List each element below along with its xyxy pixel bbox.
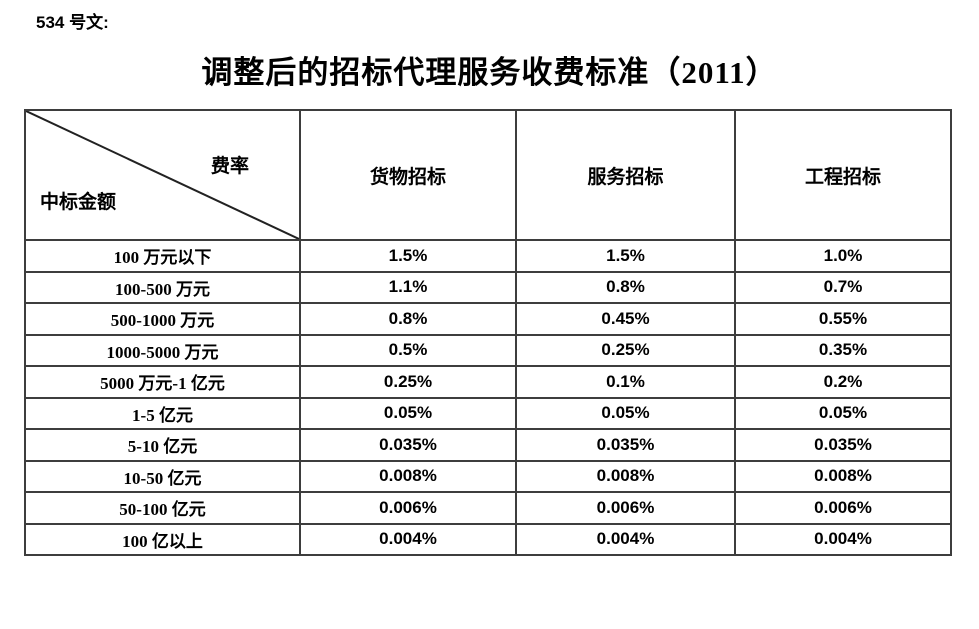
engineering-rate-cell: 1.0% xyxy=(734,239,952,273)
corner-amount-label: 中标金额 xyxy=(40,192,117,213)
goods-rate-cell: 1.1% xyxy=(299,270,517,304)
table-row: 1000-5000 万元 0.5% 0.25% 0.35% xyxy=(24,333,952,367)
amount-cell: 100 万元以下 xyxy=(24,239,301,273)
service-rate-cell: 0.008% xyxy=(515,459,736,493)
goods-rate-cell: 0.006% xyxy=(299,491,517,525)
amount-cell: 1000-5000 万元 xyxy=(24,333,301,367)
service-rate-cell: 0.8% xyxy=(515,270,736,304)
amount-cell: 1-5 亿元 xyxy=(24,396,301,430)
service-rate-cell: 0.035% xyxy=(515,428,736,462)
amount-cell: 10-50 亿元 xyxy=(24,459,301,493)
engineering-rate-cell: 0.035% xyxy=(734,428,952,462)
column-header-engineering: 工程招标 xyxy=(734,109,952,241)
goods-rate-cell: 0.035% xyxy=(299,428,517,462)
service-rate-cell: 0.05% xyxy=(515,396,736,430)
goods-rate-cell: 0.25% xyxy=(299,365,517,399)
service-rate-cell: 0.45% xyxy=(515,302,736,336)
table-row: 10-50 亿元 0.008% 0.008% 0.008% xyxy=(24,459,952,493)
goods-rate-cell: 1.5% xyxy=(299,239,517,273)
page-title: 调整后的招标代理服务收费标准（2011） xyxy=(201,55,778,90)
column-header-service: 服务招标 xyxy=(515,109,736,241)
service-rate-cell: 0.004% xyxy=(515,522,736,556)
engineering-rate-cell: 0.55% xyxy=(734,302,952,336)
amount-cell: 50-100 亿元 xyxy=(24,491,301,525)
table-row: 500-1000 万元 0.8% 0.45% 0.55% xyxy=(24,302,952,336)
goods-rate-cell: 0.05% xyxy=(299,396,517,430)
amount-cell: 5000 万元-1 亿元 xyxy=(24,365,301,399)
engineering-rate-cell: 0.35% xyxy=(734,333,952,367)
table-row: 100 亿以上 0.004% 0.004% 0.004% xyxy=(24,522,952,556)
fee-rate-table: 费率 中标金额 货物招标 服务招标 工程招标 100 万元以下 1.5% 1.5… xyxy=(24,109,952,556)
engineering-rate-cell: 0.008% xyxy=(734,459,952,493)
goods-rate-cell: 0.004% xyxy=(299,522,517,556)
goods-rate-cell: 0.5% xyxy=(299,333,517,367)
amount-cell: 500-1000 万元 xyxy=(24,302,301,336)
service-rate-cell: 1.5% xyxy=(515,239,736,273)
engineering-rate-cell: 0.7% xyxy=(734,270,952,304)
service-rate-cell: 0.25% xyxy=(515,333,736,367)
document-number-label: 534 号文: xyxy=(36,13,109,32)
table-row: 5-10 亿元 0.035% 0.035% 0.035% xyxy=(24,428,952,462)
amount-cell: 100 亿以上 xyxy=(24,522,301,556)
goods-rate-cell: 0.008% xyxy=(299,459,517,493)
service-rate-cell: 0.1% xyxy=(515,365,736,399)
table-row: 5000 万元-1 亿元 0.25% 0.1% 0.2% xyxy=(24,365,952,399)
table-row: 100-500 万元 1.1% 0.8% 0.7% xyxy=(24,270,952,304)
amount-cell: 100-500 万元 xyxy=(24,270,301,304)
corner-rate-label: 费率 xyxy=(210,156,249,177)
column-header-goods: 货物招标 xyxy=(299,109,517,241)
engineering-rate-cell: 0.004% xyxy=(734,522,952,556)
engineering-rate-cell: 0.006% xyxy=(734,491,952,525)
table-row: 50-100 亿元 0.006% 0.006% 0.006% xyxy=(24,491,952,525)
engineering-rate-cell: 0.2% xyxy=(734,365,952,399)
table-row: 1-5 亿元 0.05% 0.05% 0.05% xyxy=(24,396,952,430)
engineering-rate-cell: 0.05% xyxy=(734,396,952,430)
table-header-row: 费率 中标金额 货物招标 服务招标 工程招标 xyxy=(24,109,952,241)
diagonal-corner-cell: 费率 中标金额 xyxy=(24,109,301,241)
goods-rate-cell: 0.8% xyxy=(299,302,517,336)
diagonal-divider-line xyxy=(26,111,299,239)
table-row: 100 万元以下 1.5% 1.5% 1.0% xyxy=(24,239,952,273)
service-rate-cell: 0.006% xyxy=(515,491,736,525)
amount-cell: 5-10 亿元 xyxy=(24,428,301,462)
